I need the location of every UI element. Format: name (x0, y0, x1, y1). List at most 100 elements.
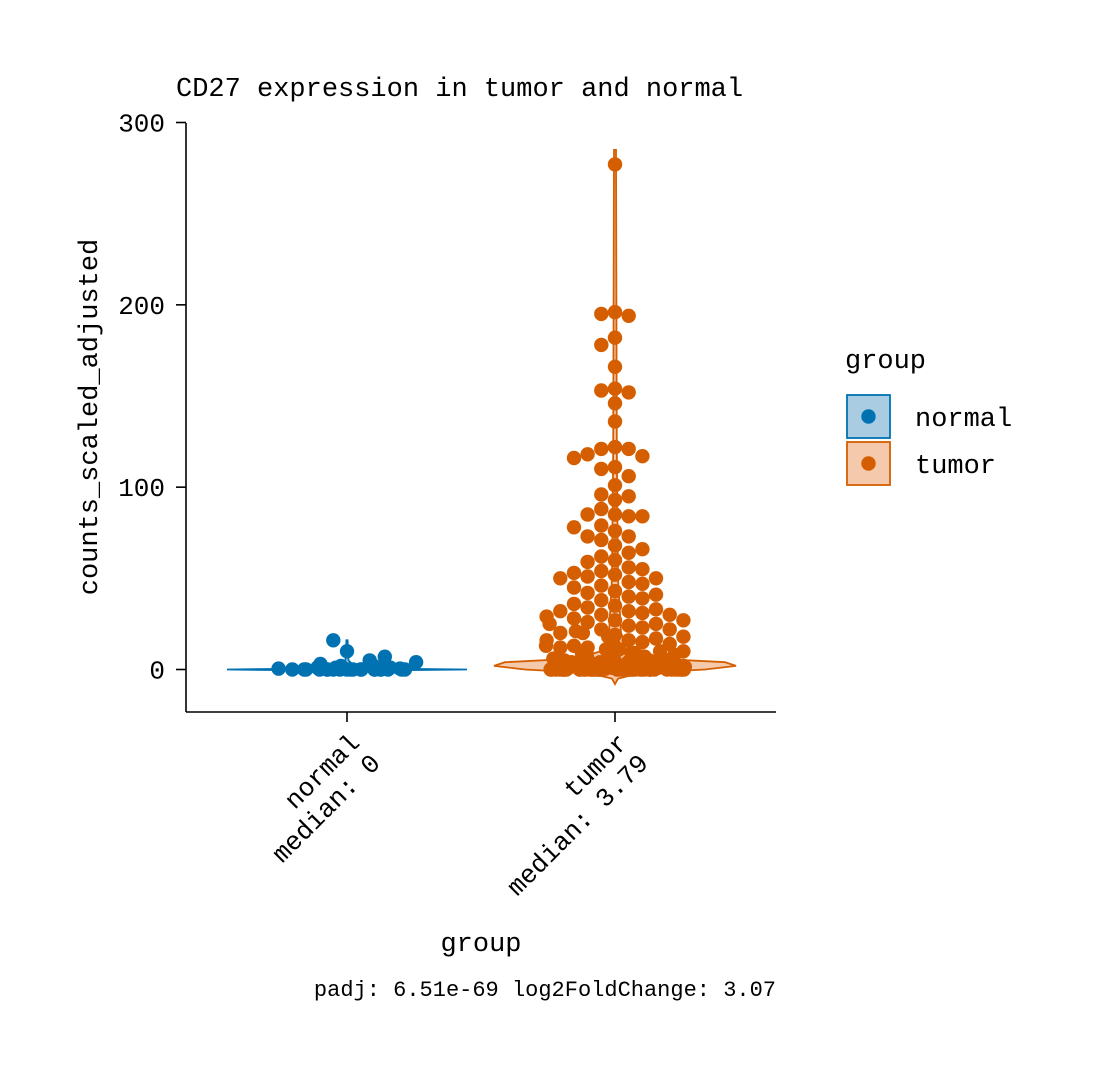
point-tumor (608, 613, 622, 627)
point-tumor (580, 555, 594, 569)
point-tumor (580, 507, 594, 521)
point-tumor (608, 538, 622, 552)
point-tumor (567, 580, 581, 594)
point-tumor (635, 449, 649, 463)
legend-label-normal: normal (915, 405, 1012, 435)
y-tick-label: 200 (118, 292, 165, 322)
point-tumor (594, 533, 608, 547)
y-tick-label: 300 (118, 110, 165, 140)
point-normal (271, 661, 285, 675)
legend: group normal tumor (845, 347, 1012, 485)
y-axis-title: counts_scaled_adjusted (76, 239, 106, 595)
point-tumor (608, 460, 622, 474)
y-ticks: 0 100 200 300 (118, 110, 186, 687)
point-tumor (622, 309, 636, 323)
point-tumor (616, 662, 630, 676)
point-tumor (649, 571, 663, 585)
legend-items: normal tumor (847, 395, 1012, 485)
point-tumor (608, 507, 622, 521)
point-tumor (608, 599, 622, 613)
chart-title: CD27 expression in tumor and normal (176, 75, 743, 105)
point-tumor (567, 566, 581, 580)
point-tumor (553, 571, 567, 585)
point-tumor (622, 619, 636, 633)
point-tumor (635, 606, 649, 620)
point-tumor (635, 509, 649, 523)
point-tumor (676, 630, 690, 644)
x-ticks: normalmedian: 0 tumormedian: 3.79 (246, 712, 655, 903)
axes: 0 100 200 300 normalmedian: 0 tumormedian: 3… (118, 110, 776, 903)
point-tumor (608, 157, 622, 171)
point-tumor (608, 331, 622, 345)
point-tumor (635, 562, 649, 576)
point-tumor (635, 591, 649, 605)
point-tumor (580, 586, 594, 600)
point-tumor (622, 442, 636, 456)
point-tumor (674, 662, 688, 676)
point-tumor (580, 447, 594, 461)
point-tumor (622, 546, 636, 560)
point-tumor (649, 617, 663, 631)
point-tumor (608, 568, 622, 582)
x-tick-label-normal: normalmedian: 0 (246, 728, 387, 869)
point-tumor (622, 509, 636, 523)
legend-dot-normal (861, 409, 875, 423)
point-tumor (594, 502, 608, 516)
data-points (271, 157, 692, 677)
point-tumor (622, 469, 636, 483)
point-normal (313, 657, 327, 671)
point-normal (340, 644, 354, 658)
point-tumor (649, 602, 663, 616)
plot-area (227, 150, 736, 684)
point-tumor (594, 307, 608, 321)
point-tumor (637, 662, 651, 676)
point-tumor (539, 639, 553, 653)
point-tumor (567, 451, 581, 465)
point-tumor (608, 305, 622, 319)
point-tumor (594, 593, 608, 607)
point-tumor (567, 611, 581, 625)
point-tumor (567, 520, 581, 534)
point-normal (409, 655, 423, 669)
stats-caption: padj: 6.51e-69 log2FoldChange: 3.07 (314, 978, 776, 1003)
point-tumor (576, 626, 590, 640)
point-tumor (622, 489, 636, 503)
point-tumor (608, 360, 622, 374)
point-tumor (553, 604, 567, 618)
point-tumor (594, 518, 608, 532)
point-tumor (663, 608, 677, 622)
point-tumor (649, 631, 663, 645)
point-tumor (635, 542, 649, 556)
point-tumor (608, 478, 622, 492)
x-axis-title: group (440, 930, 521, 960)
point-tumor (608, 493, 622, 507)
point-tumor (580, 529, 594, 543)
point-tumor (594, 578, 608, 592)
point-tumor (545, 662, 559, 676)
point-normal (297, 662, 311, 676)
legend-label-tumor: tumor (915, 452, 996, 482)
point-tumor (622, 560, 636, 574)
point-tumor (608, 396, 622, 410)
point-tumor (594, 487, 608, 501)
point-tumor (608, 584, 622, 598)
point-tumor (608, 382, 622, 396)
legend-title: group (845, 347, 926, 377)
point-tumor (622, 604, 636, 618)
point-tumor (676, 613, 690, 627)
point-tumor (649, 588, 663, 602)
point-tumor (580, 600, 594, 614)
point-tumor (594, 564, 608, 578)
point-tumor (553, 626, 567, 640)
point-tumor (622, 575, 636, 589)
point-tumor (594, 549, 608, 563)
point-tumor (608, 553, 622, 567)
point-tumor (594, 383, 608, 397)
point-tumor (635, 620, 649, 634)
point-tumor (663, 622, 677, 636)
point-tumor (567, 597, 581, 611)
point-tumor (594, 608, 608, 622)
point-tumor (635, 577, 649, 591)
point-tumor (594, 338, 608, 352)
